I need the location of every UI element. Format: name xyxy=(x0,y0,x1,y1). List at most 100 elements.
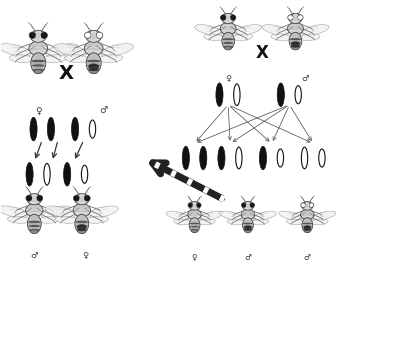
Ellipse shape xyxy=(301,147,308,169)
Ellipse shape xyxy=(37,195,43,201)
Ellipse shape xyxy=(55,216,77,223)
Ellipse shape xyxy=(182,146,189,170)
Ellipse shape xyxy=(220,211,243,220)
Ellipse shape xyxy=(293,16,298,21)
Ellipse shape xyxy=(166,211,190,220)
Ellipse shape xyxy=(87,60,101,62)
Ellipse shape xyxy=(39,216,61,223)
Ellipse shape xyxy=(199,211,223,220)
Ellipse shape xyxy=(243,204,245,205)
Ellipse shape xyxy=(27,193,42,205)
Ellipse shape xyxy=(28,197,30,199)
Ellipse shape xyxy=(28,221,41,223)
Ellipse shape xyxy=(86,197,88,199)
Ellipse shape xyxy=(0,206,28,218)
Ellipse shape xyxy=(222,32,235,50)
Ellipse shape xyxy=(32,196,37,202)
Ellipse shape xyxy=(98,55,123,62)
Ellipse shape xyxy=(86,53,101,73)
Ellipse shape xyxy=(26,204,43,217)
Ellipse shape xyxy=(303,229,312,231)
Ellipse shape xyxy=(289,38,301,40)
Ellipse shape xyxy=(243,218,253,232)
Ellipse shape xyxy=(290,42,301,44)
Ellipse shape xyxy=(189,201,200,210)
Ellipse shape xyxy=(32,67,44,69)
Ellipse shape xyxy=(312,211,336,220)
Ellipse shape xyxy=(26,195,32,201)
Ellipse shape xyxy=(195,25,222,35)
Ellipse shape xyxy=(189,223,200,224)
Ellipse shape xyxy=(189,218,200,232)
Ellipse shape xyxy=(28,223,40,225)
Ellipse shape xyxy=(47,117,54,141)
Ellipse shape xyxy=(87,64,100,67)
Ellipse shape xyxy=(223,44,233,46)
Ellipse shape xyxy=(289,32,302,50)
Ellipse shape xyxy=(220,15,226,20)
Ellipse shape xyxy=(86,30,102,42)
Ellipse shape xyxy=(198,204,199,205)
Ellipse shape xyxy=(40,206,71,218)
Ellipse shape xyxy=(222,13,235,24)
Ellipse shape xyxy=(28,225,40,227)
Ellipse shape xyxy=(288,15,293,20)
Ellipse shape xyxy=(88,206,118,218)
Ellipse shape xyxy=(193,203,197,208)
Ellipse shape xyxy=(32,69,44,71)
Ellipse shape xyxy=(77,224,87,231)
Ellipse shape xyxy=(96,32,103,38)
Ellipse shape xyxy=(76,227,88,229)
Ellipse shape xyxy=(222,40,234,42)
Ellipse shape xyxy=(220,23,236,34)
Ellipse shape xyxy=(174,219,191,225)
Ellipse shape xyxy=(287,23,303,34)
Ellipse shape xyxy=(87,62,100,64)
Ellipse shape xyxy=(75,221,89,223)
Ellipse shape xyxy=(78,230,86,234)
Ellipse shape xyxy=(244,229,252,231)
Ellipse shape xyxy=(42,34,45,36)
Ellipse shape xyxy=(29,227,40,229)
Ellipse shape xyxy=(34,70,42,74)
Ellipse shape xyxy=(75,223,88,225)
Ellipse shape xyxy=(305,203,309,208)
Ellipse shape xyxy=(85,32,91,38)
Ellipse shape xyxy=(84,195,90,201)
Ellipse shape xyxy=(75,193,89,205)
Ellipse shape xyxy=(303,226,312,228)
Ellipse shape xyxy=(232,16,234,18)
Ellipse shape xyxy=(253,211,276,220)
Text: ♀: ♀ xyxy=(35,106,42,115)
Ellipse shape xyxy=(31,62,45,64)
Ellipse shape xyxy=(241,203,246,207)
Ellipse shape xyxy=(89,120,96,138)
Ellipse shape xyxy=(190,228,199,229)
Ellipse shape xyxy=(223,16,225,18)
Ellipse shape xyxy=(190,229,199,231)
Ellipse shape xyxy=(64,163,71,186)
Ellipse shape xyxy=(36,33,41,40)
Ellipse shape xyxy=(100,44,133,56)
Ellipse shape xyxy=(218,146,225,170)
Text: ♂: ♂ xyxy=(31,251,38,260)
Ellipse shape xyxy=(262,25,290,35)
Ellipse shape xyxy=(243,223,253,224)
Ellipse shape xyxy=(303,228,312,229)
Text: ♂: ♂ xyxy=(100,106,108,115)
Ellipse shape xyxy=(31,60,45,62)
Ellipse shape xyxy=(65,55,89,62)
Ellipse shape xyxy=(76,225,88,227)
Ellipse shape xyxy=(259,146,266,170)
Ellipse shape xyxy=(71,117,79,141)
Ellipse shape xyxy=(227,219,245,225)
Ellipse shape xyxy=(31,30,46,42)
Ellipse shape xyxy=(232,34,252,41)
Ellipse shape xyxy=(245,230,251,233)
Ellipse shape xyxy=(223,42,234,44)
Ellipse shape xyxy=(45,206,75,218)
Ellipse shape xyxy=(225,46,232,50)
Ellipse shape xyxy=(88,69,100,71)
Ellipse shape xyxy=(31,53,46,73)
Ellipse shape xyxy=(295,86,301,104)
